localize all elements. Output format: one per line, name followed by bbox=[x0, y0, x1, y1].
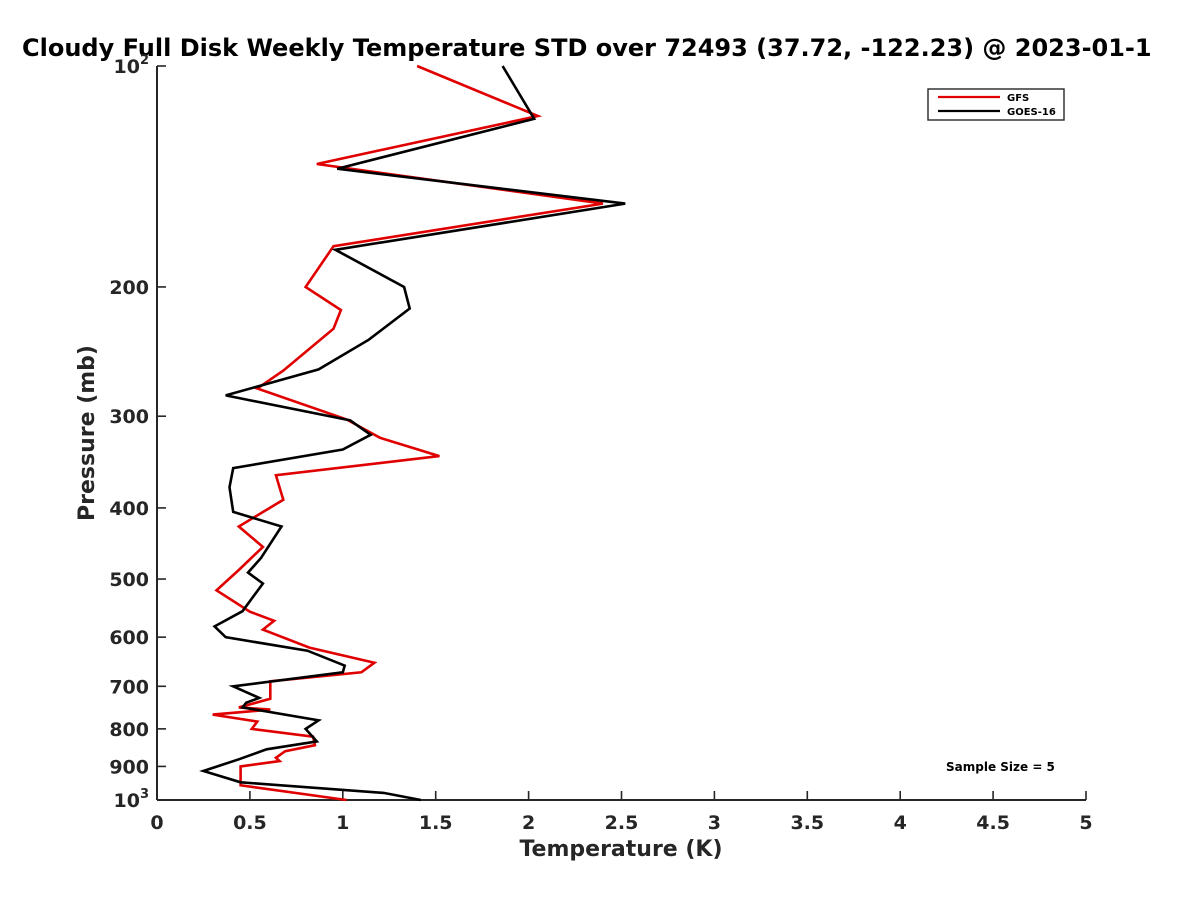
chart-title: Cloudy Full Disk Weekly Temperature STD … bbox=[22, 34, 1152, 62]
series-group bbox=[199, 64, 626, 802]
x-tick-label: 2 bbox=[522, 812, 535, 834]
y-tick-label: 400 bbox=[109, 498, 149, 520]
series-line-goes16 bbox=[199, 65, 626, 802]
x-tick-label: 2.5 bbox=[605, 812, 639, 834]
x-tick-label: 0 bbox=[150, 812, 163, 834]
legend-label-goes16: GOES-16 bbox=[1007, 107, 1056, 118]
legend: GFS GOES-16 bbox=[927, 88, 1065, 121]
y-tick-label: 103 bbox=[114, 787, 150, 812]
x-tick-label: 3.5 bbox=[790, 812, 824, 834]
x-tick-label: 4 bbox=[894, 812, 907, 834]
x-tick-label: 4.5 bbox=[976, 812, 1010, 834]
y-tick-label: 200 bbox=[109, 277, 149, 299]
legend-label-gfs: GFS bbox=[1007, 93, 1029, 104]
x-tick-label: 0.5 bbox=[233, 812, 267, 834]
y-axis-label: Pressure (mb) bbox=[75, 345, 100, 521]
x-tick-label: 3 bbox=[708, 812, 721, 834]
y-tick-label: 700 bbox=[109, 676, 149, 698]
y-tick-label: 102 bbox=[114, 53, 150, 78]
y-tick-label: 900 bbox=[109, 756, 149, 778]
x-tick-label: 1.5 bbox=[419, 812, 453, 834]
legend-box bbox=[927, 88, 1065, 121]
plot-area bbox=[157, 66, 1086, 800]
y-tick-label: 800 bbox=[109, 719, 149, 741]
x-axis-label: Temperature (K) bbox=[519, 837, 722, 862]
y-tick-label: 300 bbox=[109, 406, 149, 428]
axes: 0 0.5 1 1.5 2 2.5 3 3.5 4 4.5 5 102 200 300 400 500 600 7… bbox=[109, 53, 1092, 834]
x-tick-label: 1 bbox=[336, 812, 349, 834]
x-tick-label: 5 bbox=[1079, 812, 1092, 834]
y-tick-label: 600 bbox=[109, 627, 149, 649]
y-tick-label: 500 bbox=[109, 569, 149, 591]
sample-size-annotation: Sample Size = 5 bbox=[946, 760, 1055, 774]
